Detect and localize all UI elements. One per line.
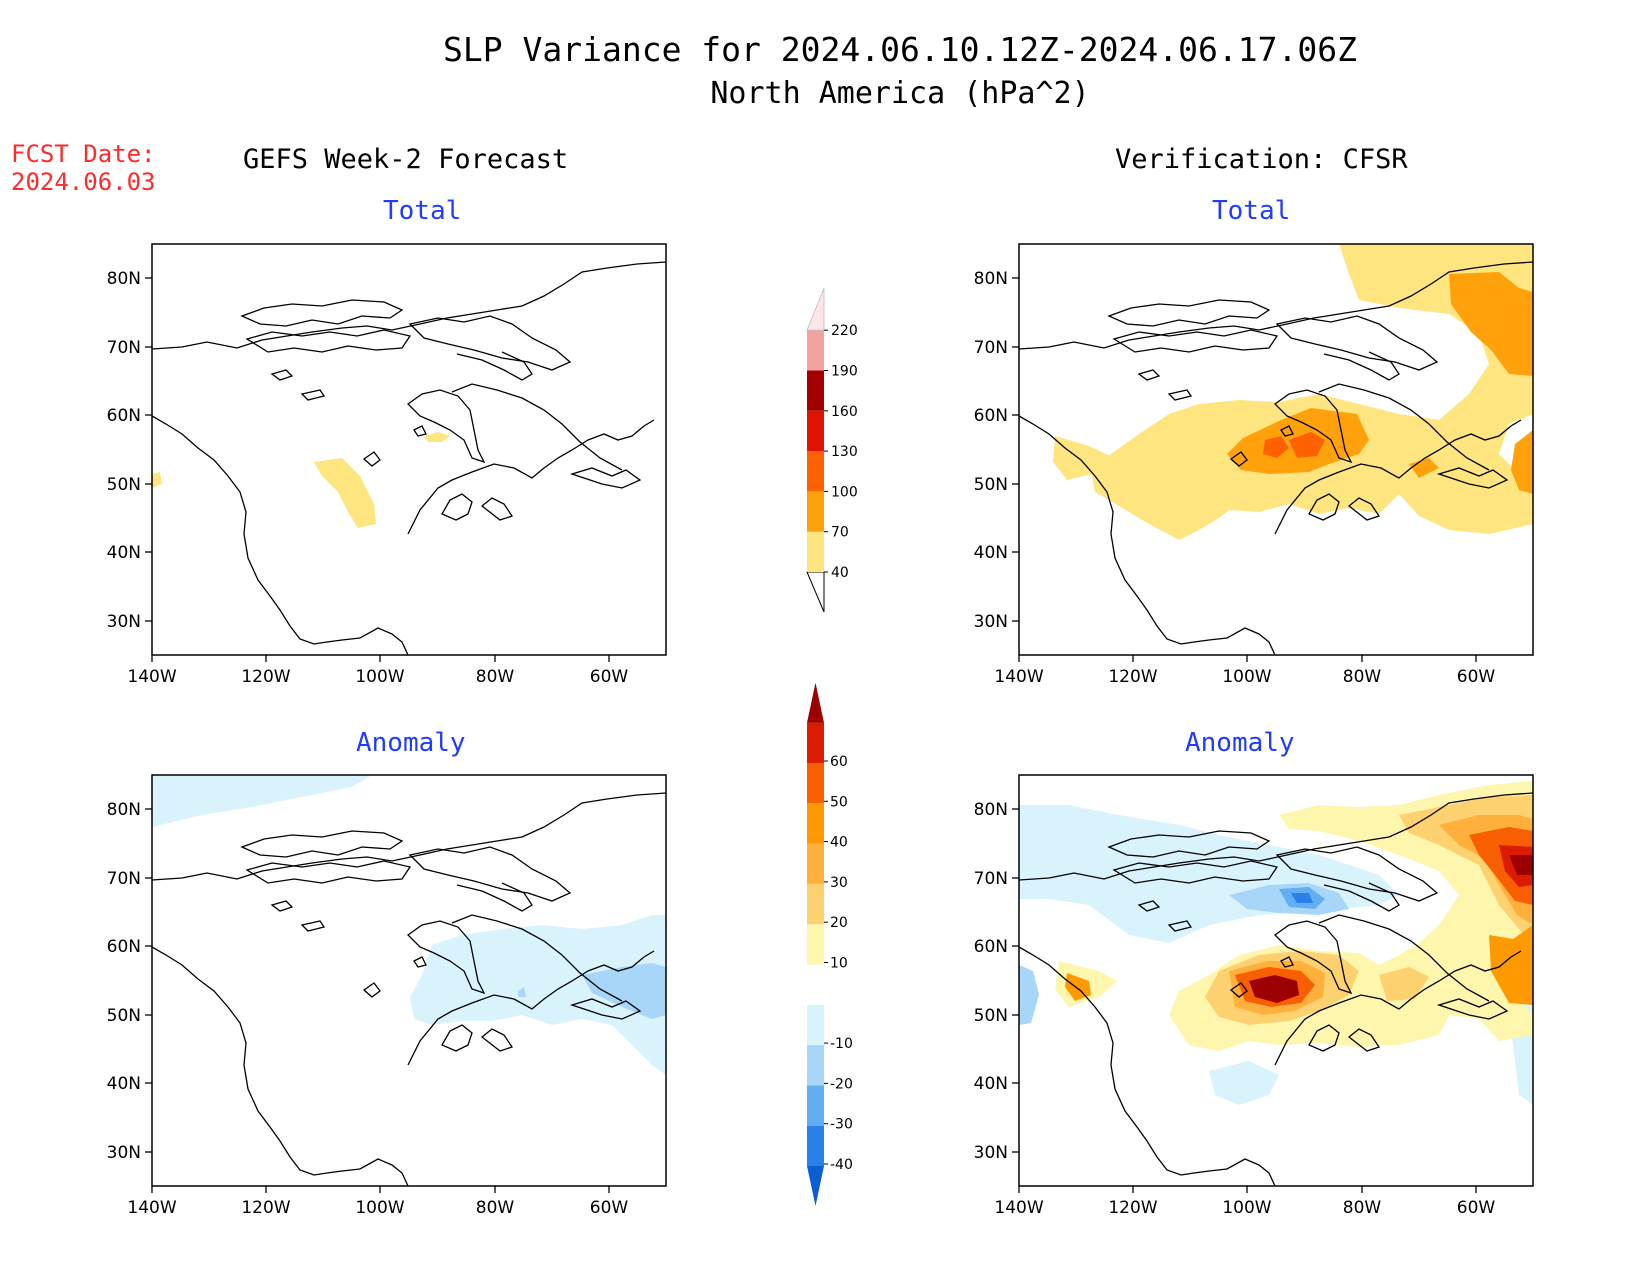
lon-tick-label: 140W [994,1198,1043,1218]
colorbar-box [807,491,824,532]
colorbar-box [807,1085,824,1126]
forecast-anomaly-subtitle: Anomaly [356,728,466,758]
lon-tick-label: 80W [476,1198,515,1218]
lat-tick-label: 50N [107,1006,141,1026]
lat-tick-label: 70N [107,338,141,358]
colorbar-anomaly-label: 50 [830,794,848,810]
colorbar-box [807,964,824,1005]
colorbar-box [807,883,824,925]
colorbar-box [807,763,824,804]
verification-anomaly-panel: 80N 70N 60N 50N 40N 30N 140W 120W 100W 80W 60W [974,774,1534,1218]
colorbar-box [807,410,824,452]
lat-tick-label: 50N [974,475,1008,495]
colorbar-box [807,531,824,572]
lat-tick-label: 70N [107,869,141,889]
colorbar-box [807,330,824,371]
lat-tick-label: 40N [107,543,141,563]
colorbar-total-label: 220 [831,323,858,339]
verification-anomaly-subtitle: Anomaly [1185,728,1295,758]
colorbar-anomaly-label: -40 [830,1157,853,1173]
colorbar-box [807,370,824,411]
lon-tick-label: 120W [241,667,290,687]
lon-tick-label: 60W [590,1198,629,1218]
lat-tick-label: 60N [974,406,1008,426]
colorbar-total-label: 70 [831,525,849,541]
lon-tick-label: 140W [127,1198,176,1218]
lat-tick-label: 80N [107,269,141,289]
lat-tick-label: 80N [974,800,1008,820]
total-colorbar: 40 70 100 130 160 190 220 [806,288,858,613]
colorbar-box [807,843,824,884]
fcst-date-label: FCST Date: [11,140,156,168]
lon-tick-label: 140W [994,667,1043,687]
verification-column-title: Verification: CFSR [1115,144,1408,175]
lon-tick-label: 60W [1457,667,1496,687]
lat-tick-label: 70N [974,338,1008,358]
colorbar-box [807,1004,824,1046]
lat-tick-label: 30N [107,1143,141,1163]
colorbar-anomaly-label: 30 [830,875,848,891]
lat-tick-label: 30N [107,612,141,632]
lon-tick-label: 60W [590,667,629,687]
forecast-total-subtitle: Total [383,196,462,226]
colorbar-total-label: 160 [831,404,858,420]
lat-tick-label: 50N [974,1006,1008,1026]
lon-tick-label: 80W [476,667,515,687]
lon-tick-label: 100W [355,1198,404,1218]
lon-tick-label: 100W [1222,667,1271,687]
lat-tick-label: 40N [107,1074,141,1094]
colorbar-total-label: 100 [831,484,858,500]
anomaly-colorbar: -40 -30 -20 -10 10 20 30 40 50 60 [807,682,853,1206]
verification-total-subtitle: Total [1212,196,1291,226]
lon-tick-label: 120W [241,1198,290,1218]
lat-tick-label: 50N [107,475,141,495]
lon-tick-label: 80W [1343,1198,1382,1218]
colorbar-box [807,803,824,844]
lon-tick-label: 120W [1108,1198,1157,1218]
colorbar-box [807,722,824,763]
colorbar-anomaly-label: 20 [830,915,848,931]
lon-tick-label: 100W [355,667,404,687]
colorbar-box [807,451,824,492]
colorbar-box [807,1045,824,1086]
colorbar-anomaly-label: -30 [830,1117,853,1133]
lat-tick-label: 80N [107,800,141,820]
lat-tick-label: 70N [974,869,1008,889]
main-title: SLP Variance for 2024.06.10.12Z-2024.06.… [443,30,1357,69]
colorbar-anomaly-label: 40 [830,835,848,851]
forecast-anomaly-panel: 80N 70N 60N 50N 40N 30N 140W 120W 100W 80W 60W [107,774,667,1218]
colorbar-total-label: 40 [831,565,849,581]
lat-tick-label: 80N [974,269,1008,289]
colorbar-anomaly-label: -10 [830,1036,853,1052]
colorbar-anomaly-label: 60 [830,754,848,770]
lon-tick-label: 60W [1457,1198,1496,1218]
colorbar-total-label: 130 [831,444,858,460]
lat-tick-label: 30N [974,1143,1008,1163]
lon-tick-label: 120W [1108,667,1157,687]
main-subtitle: North America (hPa^2) [710,76,1090,111]
lat-tick-label: 60N [974,937,1008,957]
lat-tick-label: 40N [974,543,1008,563]
lat-tick-label: 40N [974,1074,1008,1094]
lon-tick-label: 140W [127,667,176,687]
lat-tick-label: 60N [107,937,141,957]
forecast-total-panel: 80N 70N 60N 50N 40N 30N 140W 120W 100W 80W 60W [107,243,667,687]
colorbar-anomaly-label: -20 [830,1076,853,1092]
forecast-column-title: GEFS Week-2 Forecast [243,144,569,175]
lon-tick-label: 100W [1222,1198,1271,1218]
colorbar-box [807,1125,824,1166]
lat-tick-label: 60N [107,406,141,426]
lat-tick-label: 30N [974,612,1008,632]
colorbar-box [807,924,824,965]
lon-tick-label: 80W [1343,667,1382,687]
colorbar-total-label: 190 [831,364,858,380]
colorbar-anomaly-label: 10 [830,955,848,971]
fcst-date-value: 2024.06.03 [11,168,156,196]
verification-total-panel: 80N 70N 60N 50N 40N 30N 140W 120W 100W 80W 60W [974,243,1534,687]
